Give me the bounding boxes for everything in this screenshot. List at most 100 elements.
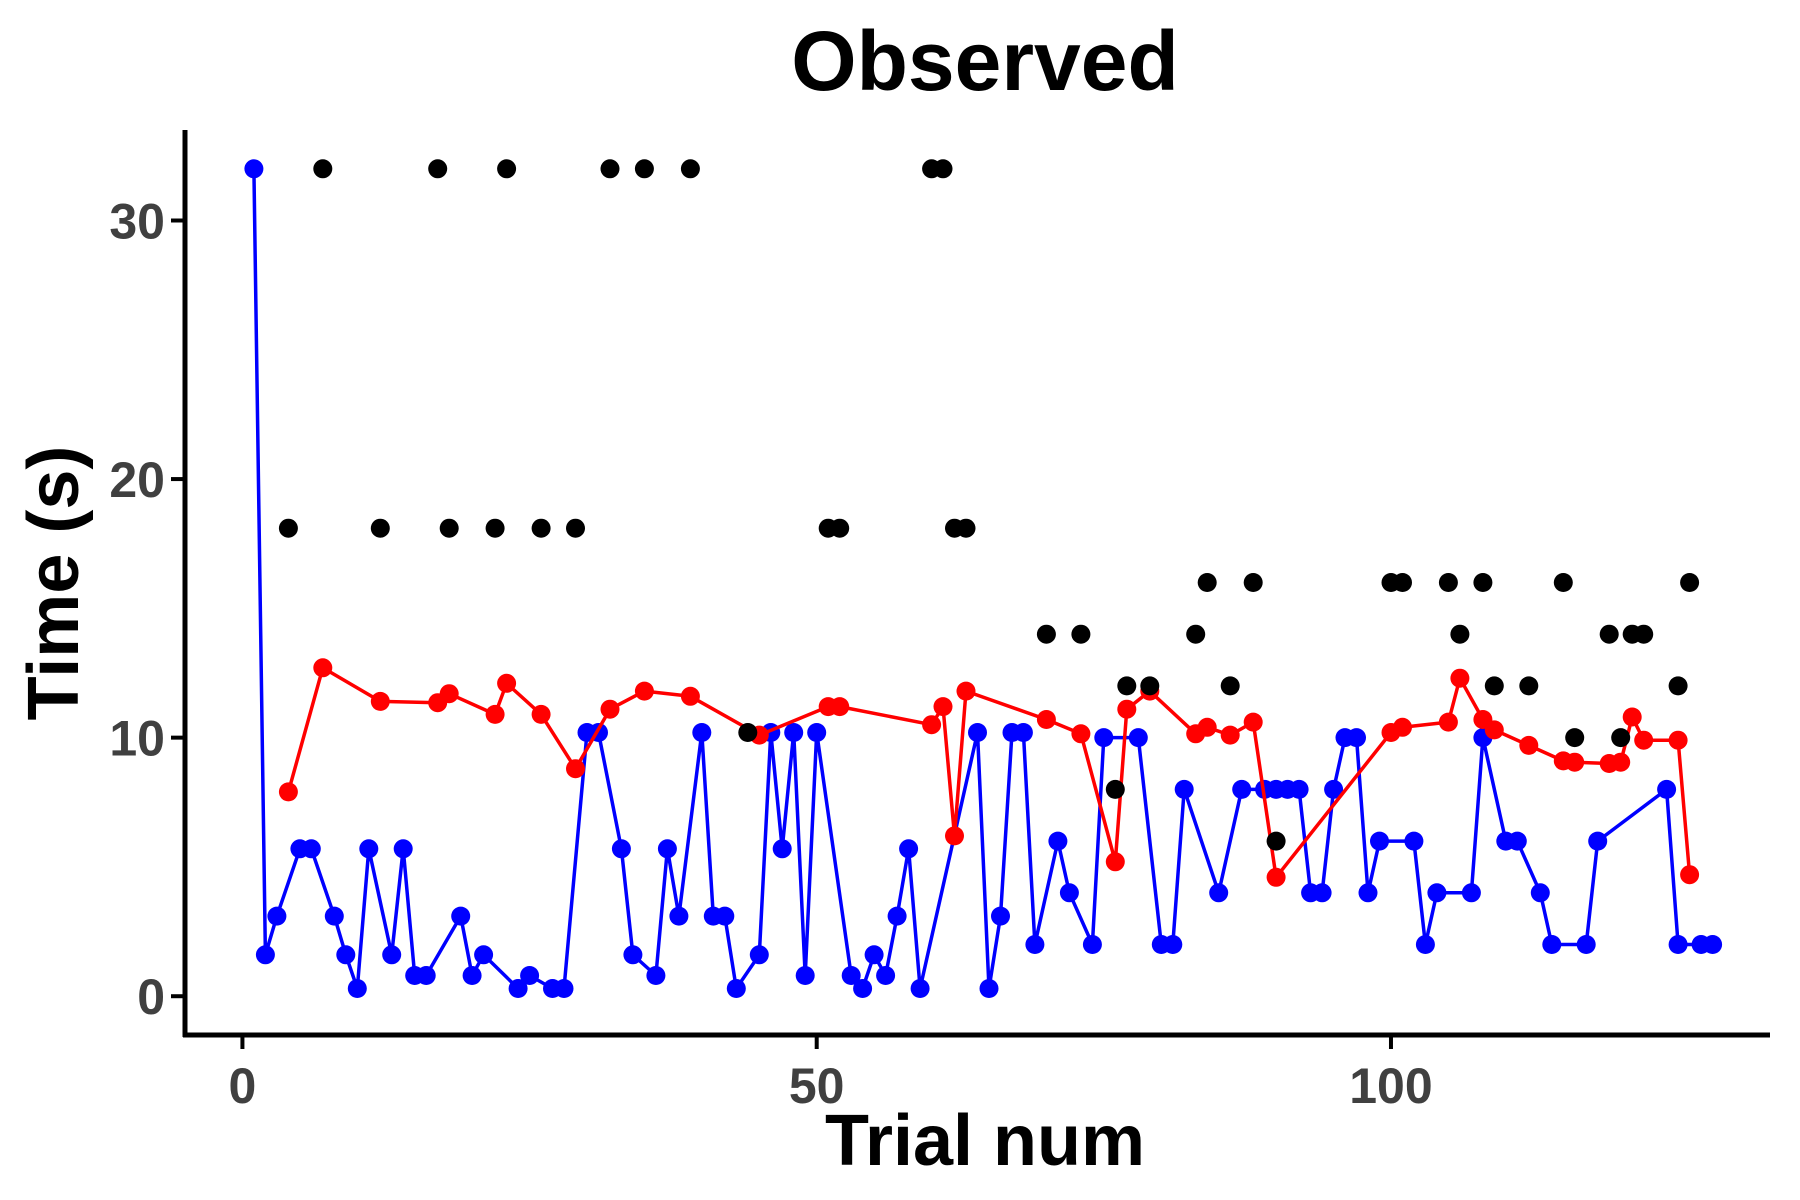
- data-point: [1461, 883, 1481, 903]
- y-tick-label: 30: [109, 194, 165, 250]
- data-point: [439, 684, 459, 704]
- data-point: [1415, 935, 1435, 954]
- data-point: [382, 945, 402, 965]
- series-line: [252, 168, 1713, 991]
- data-point: [1209, 883, 1229, 903]
- data-point: [1542, 935, 1562, 954]
- data-point: [887, 906, 907, 926]
- data-point: [1163, 935, 1183, 954]
- data-point: [807, 723, 827, 742]
- data-point: [657, 839, 677, 859]
- data-point: [979, 979, 999, 998]
- y-axis-label: Time (s): [14, 446, 94, 721]
- data-point: [1117, 699, 1137, 719]
- data-point: [1530, 883, 1550, 903]
- data-point: [1324, 779, 1344, 799]
- data-point: [324, 906, 344, 926]
- data-point: [1266, 831, 1286, 851]
- data-point: [611, 839, 631, 859]
- data-point: [1186, 624, 1206, 644]
- data-point: [1680, 865, 1700, 885]
- data-point: [956, 518, 976, 538]
- data-point: [899, 839, 919, 859]
- data-point: [1634, 624, 1654, 644]
- data-point: [1703, 935, 1723, 954]
- data-point: [1140, 676, 1160, 696]
- data-point: [1117, 676, 1137, 696]
- data-point: [416, 966, 436, 985]
- data-point: [945, 826, 964, 846]
- data-point: [370, 691, 390, 711]
- data-point: [749, 945, 769, 965]
- data-point: [439, 518, 459, 538]
- data-point: [1312, 883, 1332, 903]
- data-point: [1105, 852, 1125, 872]
- data-point: [485, 518, 505, 538]
- x-tick-label: 0: [229, 1058, 257, 1114]
- data-point: [726, 979, 746, 998]
- data-point: [1450, 624, 1470, 644]
- series-2: [278, 159, 1700, 851]
- series-1: [278, 658, 1700, 887]
- data-point: [841, 966, 861, 985]
- data-point: [1266, 867, 1286, 887]
- x-tick-label: 50: [789, 1058, 845, 1114]
- data-point: [1588, 831, 1608, 851]
- data-point: [1358, 883, 1378, 903]
- data-point: [968, 723, 987, 742]
- data-point: [566, 759, 585, 779]
- y-tick-label: 10: [109, 711, 165, 767]
- data-point: [1438, 573, 1458, 592]
- data-point: [634, 681, 654, 701]
- data-point: [1347, 728, 1366, 748]
- data-point: [876, 966, 896, 985]
- data-point: [1094, 728, 1114, 748]
- data-point: [1611, 752, 1631, 772]
- data-point: [715, 906, 735, 926]
- data-point: [1484, 720, 1504, 740]
- data-point: [680, 159, 700, 179]
- data-point: [1071, 724, 1091, 744]
- data-point: [1243, 712, 1263, 732]
- data-point: [864, 945, 884, 965]
- data-point: [313, 159, 333, 179]
- data-point: [1048, 831, 1068, 851]
- data-point: [600, 159, 620, 179]
- data-point: [1611, 728, 1631, 748]
- data-point: [370, 518, 390, 538]
- data-point: [244, 159, 264, 179]
- data-point: [1393, 573, 1412, 592]
- data-point: [680, 686, 700, 706]
- data-point: [1668, 676, 1688, 696]
- data-point: [830, 697, 850, 717]
- data-point: [520, 966, 540, 985]
- data-point: [956, 681, 976, 701]
- series-0: [244, 159, 1723, 998]
- data-point: [634, 159, 654, 179]
- data-point: [910, 979, 930, 998]
- chart-title: Observed: [791, 14, 1179, 108]
- data-point: [1370, 831, 1389, 851]
- data-point: [1036, 710, 1056, 729]
- data-point: [692, 723, 712, 742]
- data-point: [646, 966, 666, 985]
- data-point: [623, 945, 643, 965]
- data-point: [278, 518, 298, 538]
- data-point: [1599, 624, 1619, 644]
- data-point: [853, 979, 873, 998]
- data-point: [1507, 831, 1527, 851]
- y-tick-label: 20: [109, 452, 165, 508]
- data-point: [1082, 935, 1102, 954]
- data-point: [531, 518, 551, 538]
- data-point: [393, 839, 413, 859]
- data-point: [1174, 779, 1194, 799]
- data-point: [830, 518, 850, 538]
- data-point: [554, 979, 574, 998]
- data-point: [1220, 676, 1240, 696]
- data-point: [474, 945, 494, 965]
- data-point: [267, 906, 287, 926]
- data-point: [1404, 831, 1424, 851]
- data-point: [462, 966, 482, 985]
- data-point: [600, 699, 620, 719]
- data-point: [1438, 712, 1458, 732]
